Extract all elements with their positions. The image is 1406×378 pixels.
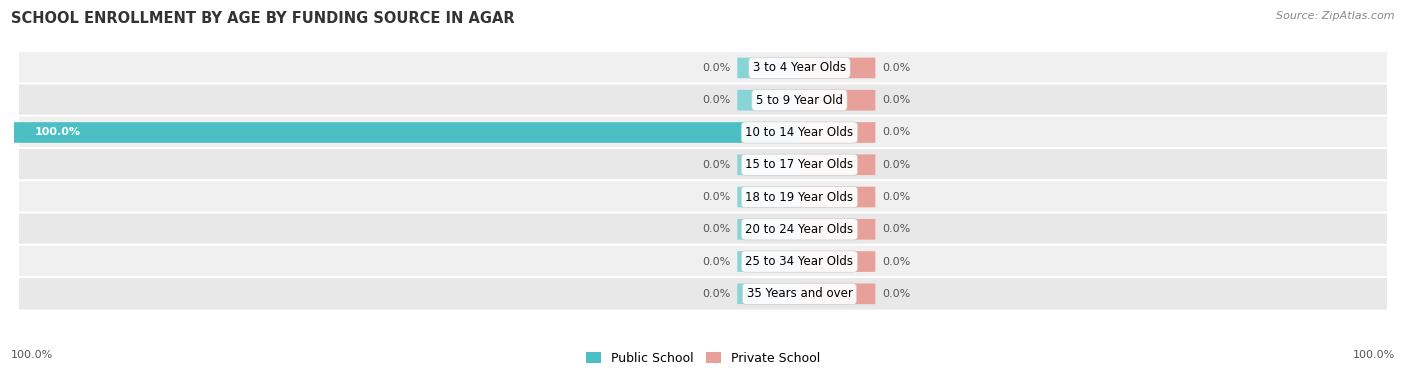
Text: 0.0%: 0.0% xyxy=(882,257,910,266)
FancyBboxPatch shape xyxy=(18,180,1388,214)
Text: 0.0%: 0.0% xyxy=(703,192,731,202)
FancyBboxPatch shape xyxy=(18,51,1388,85)
Text: 5 to 9 Year Old: 5 to 9 Year Old xyxy=(756,94,844,107)
FancyBboxPatch shape xyxy=(14,122,800,143)
FancyBboxPatch shape xyxy=(737,187,800,208)
FancyBboxPatch shape xyxy=(18,116,1388,149)
FancyBboxPatch shape xyxy=(18,84,1388,117)
Text: 35 Years and over: 35 Years and over xyxy=(747,287,852,301)
Text: 25 to 34 Year Olds: 25 to 34 Year Olds xyxy=(745,255,853,268)
FancyBboxPatch shape xyxy=(18,212,1388,246)
FancyBboxPatch shape xyxy=(800,57,876,78)
Text: 0.0%: 0.0% xyxy=(882,95,910,105)
Text: 0.0%: 0.0% xyxy=(882,224,910,234)
FancyBboxPatch shape xyxy=(737,57,800,78)
FancyBboxPatch shape xyxy=(737,284,800,304)
Text: 0.0%: 0.0% xyxy=(882,63,910,73)
Text: 0.0%: 0.0% xyxy=(882,289,910,299)
Legend: Public School, Private School: Public School, Private School xyxy=(581,347,825,370)
Text: 0.0%: 0.0% xyxy=(703,63,731,73)
Text: 0.0%: 0.0% xyxy=(882,127,910,138)
FancyBboxPatch shape xyxy=(800,187,876,208)
FancyBboxPatch shape xyxy=(737,219,800,240)
FancyBboxPatch shape xyxy=(737,155,800,175)
FancyBboxPatch shape xyxy=(18,277,1388,311)
FancyBboxPatch shape xyxy=(800,90,876,110)
Text: 0.0%: 0.0% xyxy=(882,192,910,202)
FancyBboxPatch shape xyxy=(737,90,800,110)
FancyBboxPatch shape xyxy=(18,245,1388,278)
FancyBboxPatch shape xyxy=(800,251,876,272)
Text: 0.0%: 0.0% xyxy=(703,160,731,170)
Text: SCHOOL ENROLLMENT BY AGE BY FUNDING SOURCE IN AGAR: SCHOOL ENROLLMENT BY AGE BY FUNDING SOUR… xyxy=(11,11,515,26)
Text: 20 to 24 Year Olds: 20 to 24 Year Olds xyxy=(745,223,853,236)
FancyBboxPatch shape xyxy=(800,219,876,240)
Text: 100.0%: 100.0% xyxy=(35,127,80,138)
Text: 15 to 17 Year Olds: 15 to 17 Year Olds xyxy=(745,158,853,171)
Text: 0.0%: 0.0% xyxy=(703,289,731,299)
FancyBboxPatch shape xyxy=(18,148,1388,181)
FancyBboxPatch shape xyxy=(800,155,876,175)
Text: 10 to 14 Year Olds: 10 to 14 Year Olds xyxy=(745,126,853,139)
FancyBboxPatch shape xyxy=(800,284,876,304)
Text: 0.0%: 0.0% xyxy=(703,257,731,266)
Text: 0.0%: 0.0% xyxy=(703,95,731,105)
Text: 100.0%: 100.0% xyxy=(11,350,53,360)
Text: 0.0%: 0.0% xyxy=(703,224,731,234)
Text: 100.0%: 100.0% xyxy=(1353,350,1395,360)
Text: 18 to 19 Year Olds: 18 to 19 Year Olds xyxy=(745,191,853,203)
Text: 3 to 4 Year Olds: 3 to 4 Year Olds xyxy=(752,62,846,74)
Text: Source: ZipAtlas.com: Source: ZipAtlas.com xyxy=(1277,11,1395,21)
FancyBboxPatch shape xyxy=(737,251,800,272)
FancyBboxPatch shape xyxy=(800,122,876,143)
Text: 0.0%: 0.0% xyxy=(882,160,910,170)
